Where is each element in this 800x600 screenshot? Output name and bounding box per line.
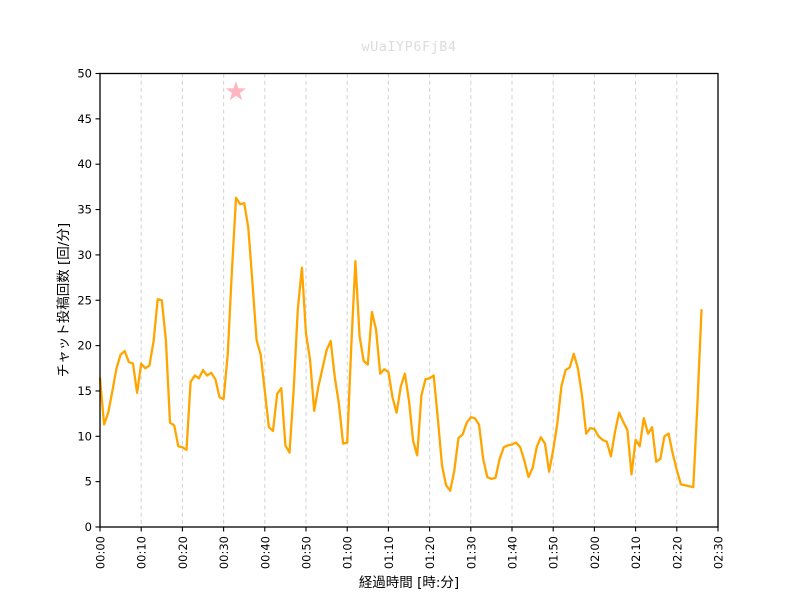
y-tick-label: 25 bbox=[77, 293, 92, 307]
x-tick-label: 01:40 bbox=[506, 536, 520, 569]
x-tick-label: 01:00 bbox=[341, 536, 355, 569]
series-line-chat-posts bbox=[98, 196, 703, 492]
x-tick-label: 01:10 bbox=[382, 536, 396, 569]
y-tick-label: 35 bbox=[77, 203, 92, 217]
x-tick-label: 00:20 bbox=[176, 536, 190, 569]
y-tick-label: 45 bbox=[77, 112, 92, 126]
y-tick-label: 10 bbox=[77, 429, 92, 443]
x-tick-label: 00:50 bbox=[300, 536, 314, 569]
watermark-title: wUaIYP6FjB4 bbox=[361, 39, 457, 55]
x-tick-label: 00:00 bbox=[94, 536, 108, 569]
y-tick-label: 30 bbox=[77, 248, 92, 262]
y-tick-label: 20 bbox=[77, 339, 92, 353]
y-tick-label: 40 bbox=[77, 157, 92, 171]
x-tick-label: 00:10 bbox=[135, 536, 149, 569]
star-marker bbox=[225, 81, 246, 101]
x-tick-label: 01:30 bbox=[464, 536, 478, 569]
x-tick-label: 00:30 bbox=[217, 536, 231, 569]
y-tick-label: 0 bbox=[85, 520, 92, 534]
x-tick-label: 02:20 bbox=[670, 536, 684, 569]
x-tick-label: 02:10 bbox=[629, 536, 643, 569]
axes-border bbox=[99, 72, 719, 528]
x-axis-label: 経過時間 [時:分] bbox=[358, 575, 460, 591]
x-tick-label: 01:20 bbox=[423, 536, 437, 569]
y-tick-label: 50 bbox=[77, 67, 92, 81]
x-tick-label: 02:00 bbox=[588, 536, 602, 569]
y-tick-label: 15 bbox=[77, 384, 92, 398]
x-tick-label: 02:30 bbox=[712, 536, 726, 569]
y-tick-label: 5 bbox=[85, 475, 92, 489]
x-tick-label: 01:50 bbox=[547, 536, 561, 569]
x-tick-label: 00:40 bbox=[258, 536, 272, 569]
y-axis-label: チャット投稿回数 [回/分] bbox=[56, 222, 72, 378]
